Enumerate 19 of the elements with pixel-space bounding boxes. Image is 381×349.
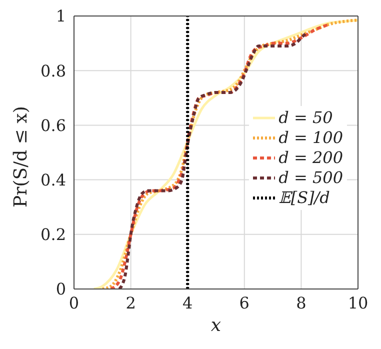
y-tick-label: 0.6: [40, 116, 66, 135]
legend-label: d = 500: [278, 168, 343, 188]
y-tick-label: 0.8: [40, 61, 66, 80]
legend-label: d = 50: [278, 108, 333, 128]
legend-label: d = 200: [278, 148, 343, 168]
y-tick-label: 1: [56, 6, 66, 26]
x-tick-label: 4: [182, 293, 193, 312]
x-tick-label: 0: [68, 293, 80, 312]
y-axis-title: Pr(S/d ≤ x): [10, 106, 32, 208]
x-tick-label: 10: [348, 293, 368, 312]
y-tick-label: 0.4: [40, 170, 66, 190]
x-tick-label: 6: [239, 293, 250, 312]
x-tick-label: 8: [296, 293, 306, 312]
y-tick-label: 0.2: [40, 225, 66, 244]
x-tick-label: 2: [126, 293, 136, 312]
x-axis-title: x: [210, 315, 222, 336]
legend-label: 𝔼[S]/d: [278, 188, 330, 208]
legend-label: d = 100: [278, 128, 343, 148]
y-tick-label: 0: [56, 280, 66, 299]
